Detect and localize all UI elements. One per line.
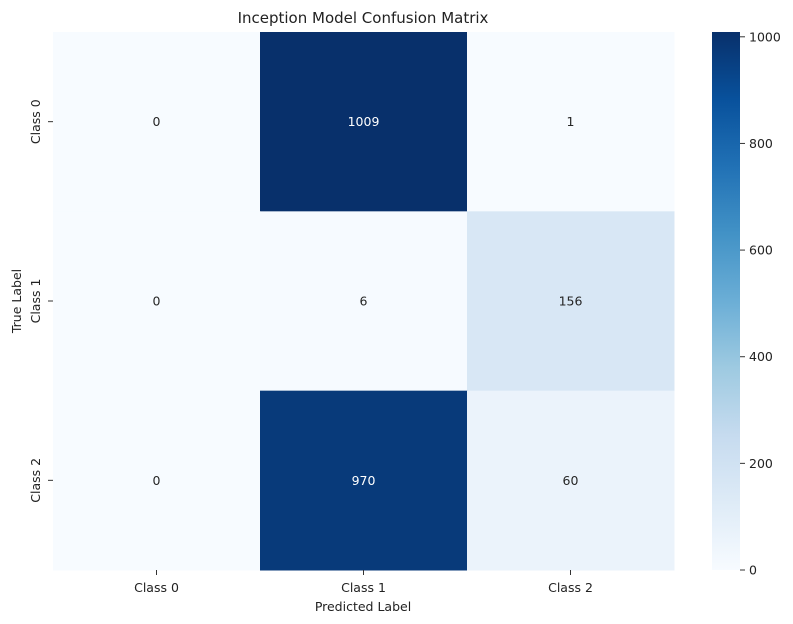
cell-value-label: 156	[559, 294, 583, 309]
cell-value-label: 0	[153, 473, 161, 488]
colorbar-tick-label: 600	[749, 243, 773, 258]
y-axis-label: True Label	[9, 269, 24, 334]
heatmap-cell	[467, 32, 675, 212]
y-tick-label: Class 1	[28, 279, 43, 324]
x-axis-ticks: Class 0 Class 1 Class 2	[134, 570, 593, 595]
y-tick-label: Class 0	[28, 99, 43, 144]
colorbar-ticks: 0 200 400 600 800 1000	[740, 29, 781, 578]
cell-value-label: 970	[352, 473, 376, 488]
colorbar-tick-label: 400	[749, 349, 773, 364]
heatmap-cell	[260, 211, 468, 392]
heatmap-cell	[53, 390, 261, 571]
heatmap-cells: 0 1009 1 0 6 156 0 970 60	[53, 32, 675, 571]
heatmap-cell	[467, 211, 675, 392]
x-tick-label: Class 0	[134, 580, 179, 595]
chart-title: Inception Model Confusion Matrix	[238, 9, 489, 27]
cell-value-label: 0	[153, 114, 161, 129]
cell-value-label: 60	[563, 473, 579, 488]
heatmap-cell	[260, 390, 468, 571]
heatmap-cell	[53, 211, 261, 392]
colorbar-tick-label: 0	[749, 563, 757, 578]
y-axis-ticks: Class 0 Class 1 Class 2	[28, 99, 53, 503]
heatmap-cell	[467, 390, 675, 571]
colorbar-tick-label: 1000	[749, 29, 781, 44]
colorbar-tick-label: 200	[749, 456, 773, 471]
colorbar	[712, 32, 740, 570]
colorbar-tick-label: 800	[749, 136, 773, 151]
heatmap-cell	[53, 32, 261, 212]
cell-value-label: 1009	[348, 114, 380, 129]
cell-value-label: 6	[360, 294, 368, 309]
x-tick-label: Class 2	[548, 580, 593, 595]
x-axis-label: Predicted Label	[315, 599, 411, 614]
cell-value-label: 0	[153, 294, 161, 309]
heatmap-cell	[260, 32, 468, 212]
x-tick-label: Class 1	[341, 580, 386, 595]
cell-value-label: 1	[567, 114, 575, 129]
y-tick-label: Class 2	[28, 458, 43, 503]
